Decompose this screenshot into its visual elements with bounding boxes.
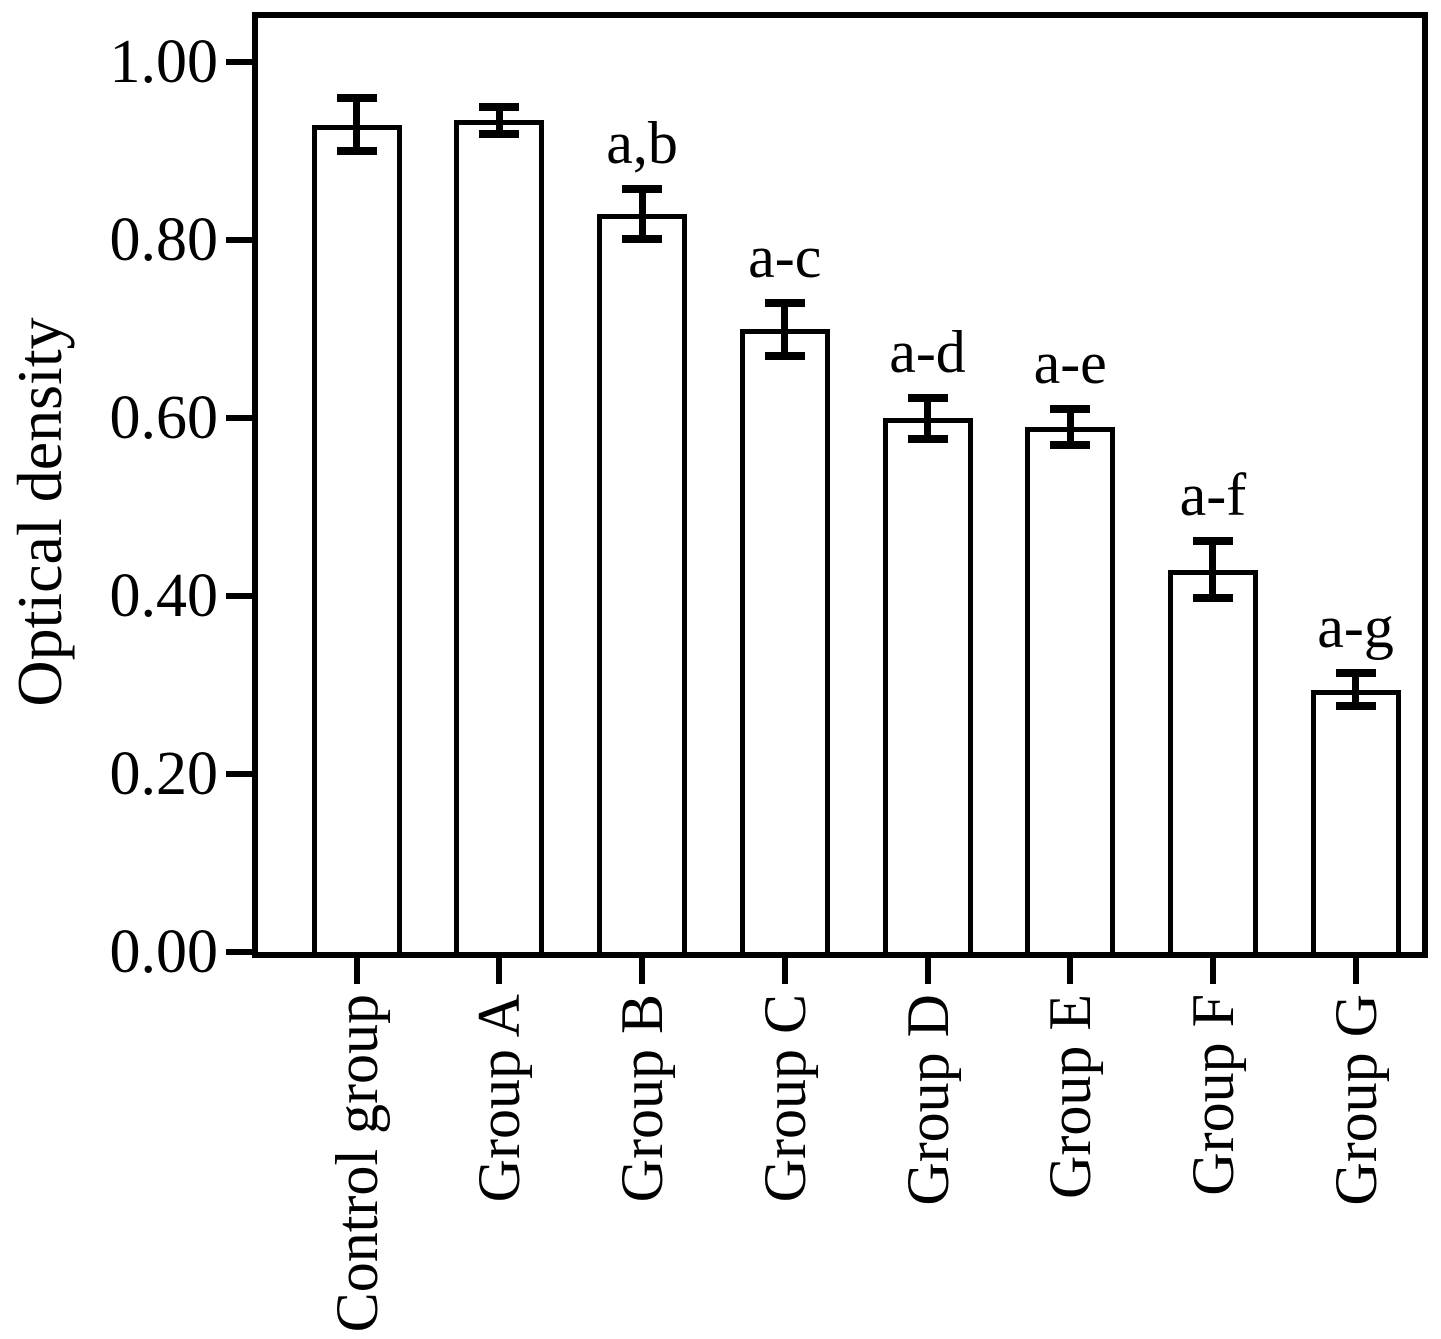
x-tick-mark — [639, 958, 646, 984]
error-bar-bottom-cap — [622, 234, 663, 243]
y-tick-label: 1.00 — [109, 28, 219, 97]
x-tick-mark — [924, 958, 931, 984]
x-category-label: Group A — [466, 994, 533, 1203]
y-tick-label: 0.80 — [109, 206, 219, 275]
error-bar-bottom-cap — [1050, 440, 1091, 449]
x-category-label: Group B — [609, 994, 676, 1203]
x-category-label: Group E — [1037, 994, 1104, 1199]
x-tick-mark — [496, 958, 503, 984]
error-bar-bottom-cap — [764, 352, 805, 361]
bar-group-g — [1310, 690, 1401, 952]
y-tick-mark — [226, 771, 252, 778]
y-tick-mark — [226, 59, 252, 66]
bar-group-b — [597, 214, 688, 952]
error-bar-bottom-cap — [1335, 702, 1376, 711]
bar-group-e — [1025, 427, 1116, 952]
x-tick-mark — [1209, 958, 1216, 984]
x-tick-mark — [353, 958, 360, 984]
y-tick-mark — [226, 237, 252, 244]
significance-label: a-e — [1033, 330, 1107, 397]
error-bar-top-cap — [1192, 537, 1233, 546]
error-bar-top-cap — [479, 102, 520, 111]
x-tick-mark — [1067, 958, 1074, 984]
significance-label: a-d — [889, 318, 966, 385]
x-category-label: Group F — [1179, 994, 1246, 1196]
bar-group-a — [454, 120, 545, 952]
error-bar-line — [781, 302, 789, 356]
error-bar-top-cap — [336, 94, 377, 103]
error-bar-line — [1066, 409, 1074, 445]
error-bar-top-cap — [622, 184, 663, 193]
x-category-label: Group G — [1322, 994, 1389, 1206]
x-category-label: Control group — [323, 994, 390, 1333]
significance-label: a-c — [748, 223, 822, 290]
significance-label: a-g — [1317, 593, 1394, 660]
y-tick-mark — [226, 415, 252, 422]
error-bar-line — [638, 188, 646, 239]
x-category-label: Group D — [894, 994, 961, 1206]
error-bar-line — [495, 106, 503, 134]
significance-label: a-f — [1179, 462, 1247, 529]
x-tick-mark — [1352, 958, 1359, 984]
error-bar-bottom-cap — [1192, 593, 1233, 602]
error-bar-line — [1352, 672, 1360, 707]
error-bar-line — [1209, 541, 1217, 598]
y-tick-mark — [226, 593, 252, 600]
bar-group-d — [882, 418, 973, 952]
y-tick-label: 0.40 — [109, 562, 219, 631]
error-bar-top-cap — [907, 393, 948, 402]
y-tick-mark — [226, 949, 252, 955]
bar-control-group — [311, 125, 402, 952]
error-bar-bottom-cap — [907, 434, 948, 443]
bar-group-c — [739, 329, 830, 952]
error-bar-line — [353, 98, 361, 152]
bar-group-f — [1167, 570, 1258, 952]
significance-label: a,b — [606, 109, 678, 176]
x-tick-mark — [781, 958, 788, 984]
y-tick-label: 0.00 — [109, 918, 219, 986]
error-bar-line — [924, 397, 931, 439]
error-bar-top-cap — [1335, 668, 1376, 677]
error-bar-top-cap — [1050, 405, 1091, 414]
error-bar-bottom-cap — [479, 129, 520, 138]
x-category-label: Group C — [751, 994, 818, 1203]
plot-area: a,b a-c a-d a-e a-f a-g — [252, 12, 1428, 958]
y-tick-label: 0.60 — [109, 384, 219, 453]
error-bar-top-cap — [764, 298, 805, 307]
y-tick-label: 0.20 — [109, 740, 219, 809]
error-bar-bottom-cap — [336, 147, 377, 156]
